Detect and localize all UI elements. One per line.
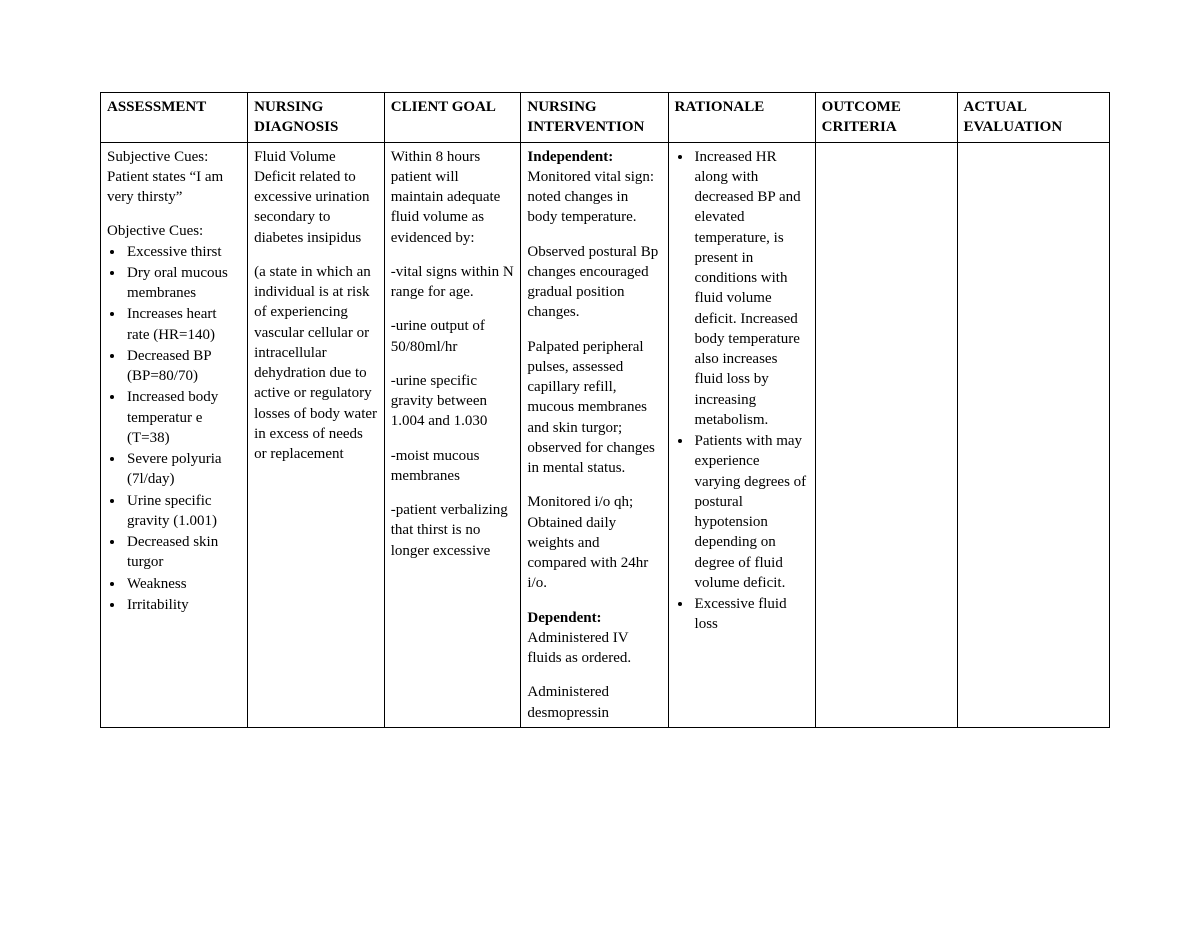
dependent-label: Dependent:	[527, 608, 661, 628]
cell-diagnosis: Fluid Volume Deficit related to excessiv…	[248, 142, 385, 727]
col-header-evaluation: ACTUAL EVALUATION	[957, 93, 1109, 143]
rationale-list: Increased HR along with decreased BP and…	[693, 147, 809, 636]
goal-item: -patient verbalizing that thirst is no l…	[391, 500, 515, 561]
list-item: Patients with may experience varying deg…	[693, 431, 809, 594]
list-item: Urine specific gravity (1.001)	[125, 491, 241, 533]
intervention-item: Administered IV fluids as ordered.	[527, 628, 661, 669]
intervention-item: Palpated peripheral pulses, assessed cap…	[527, 337, 661, 479]
goal-item: -moist mucous membranes	[391, 446, 515, 487]
page: ASSESSMENT NURSING DIAGNOSIS CLIENT GOAL…	[0, 0, 1200, 728]
independent-label: Independent:	[527, 147, 661, 167]
cell-outcome	[815, 142, 957, 727]
list-item: Severe polyuria (7l/day)	[125, 449, 241, 491]
goal-intro: Within 8 hours patient will maintain ade…	[391, 147, 515, 248]
objective-cues-list: Excessive thirst Dry oral mucous membran…	[125, 242, 241, 617]
col-header-outcome: OUTCOME CRITERIA	[815, 93, 957, 143]
col-header-rationale: RATIONALE	[668, 93, 815, 143]
col-header-intervention: NURSING INTERVENTION	[521, 93, 668, 143]
diagnosis-statement: Fluid Volume Deficit related to excessiv…	[254, 147, 378, 248]
col-header-assessment: ASSESSMENT	[101, 93, 248, 143]
cell-goal: Within 8 hours patient will maintain ade…	[384, 142, 521, 727]
intervention-item: Observed postural Bp changes encouraged …	[527, 242, 661, 323]
list-item: Decreased BP (BP=80/70)	[125, 346, 241, 388]
intervention-item: Monitored vital sign: noted changes in b…	[527, 167, 661, 228]
col-header-diagnosis: NURSING DIAGNOSIS	[248, 93, 385, 143]
list-item: Excessive fluid loss	[693, 594, 809, 636]
table-row: Subjective Cues: Patient states “I am ve…	[101, 142, 1110, 727]
intervention-item: Administered desmopressin	[527, 682, 661, 723]
col-header-goal: CLIENT GOAL	[384, 93, 521, 143]
care-plan-table: ASSESSMENT NURSING DIAGNOSIS CLIENT GOAL…	[100, 92, 1110, 728]
list-item: Increased HR along with decreased BP and…	[693, 147, 809, 432]
list-item: Increases heart rate (HR=140)	[125, 304, 241, 346]
list-item: Weakness	[125, 574, 241, 595]
list-item: Excessive thirst	[125, 242, 241, 263]
diagnosis-definition: (a state in which an individual is at ri…	[254, 262, 378, 465]
cell-evaluation	[957, 142, 1109, 727]
cell-intervention: Independent: Monitored vital sign: noted…	[521, 142, 668, 727]
subjective-cues-text: Patient states “I am very thirsty”	[107, 167, 241, 208]
goal-item: -urine output of 50/80ml/hr	[391, 316, 515, 357]
table-header-row: ASSESSMENT NURSING DIAGNOSIS CLIENT GOAL…	[101, 93, 1110, 143]
list-item: Irritability	[125, 595, 241, 616]
cell-rationale: Increased HR along with decreased BP and…	[668, 142, 815, 727]
intervention-item: Monitored i/o qh; Obtained daily weights…	[527, 492, 661, 593]
objective-cues-label: Objective Cues:	[107, 221, 241, 241]
goal-item: -vital signs within N range for age.	[391, 262, 515, 303]
goal-item: -urine specific gravity between 1.004 an…	[391, 371, 515, 432]
cell-assessment: Subjective Cues: Patient states “I am ve…	[101, 142, 248, 727]
list-item: Dry oral mucous membranes	[125, 263, 241, 305]
subjective-cues-label: Subjective Cues:	[107, 147, 241, 167]
list-item: Decreased skin turgor	[125, 532, 241, 574]
list-item: Increased body temperatur e (T=38)	[125, 387, 241, 449]
